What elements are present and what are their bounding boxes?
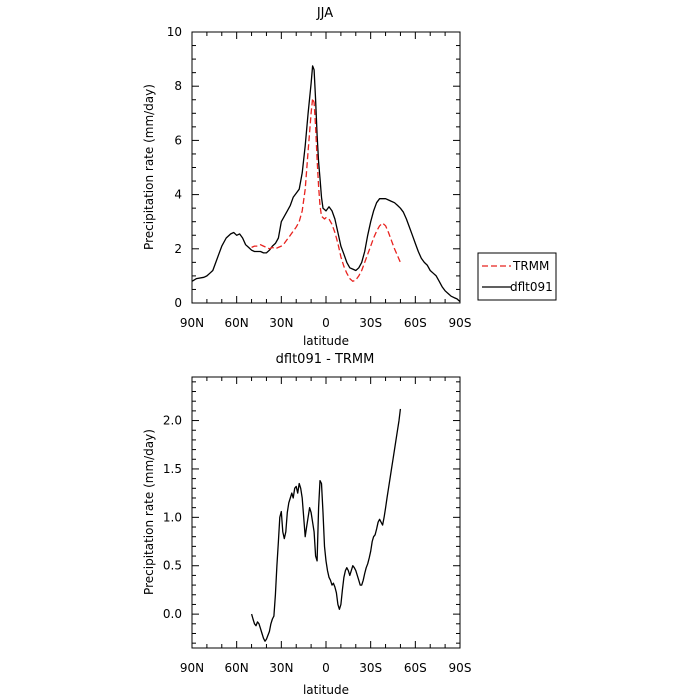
y-tick-label: 0.5 [163,559,182,573]
y-tick-label: 8 [174,79,182,93]
bottom-chart-frame [191,376,461,649]
bottom-chart-title: dflt091 - TRMM [276,352,375,367]
top-chart-x-axis-label: latitude [303,334,349,348]
y-tick-label: 2.0 [163,414,182,428]
top-chart-y-ticks: 0 2 4 6 8 10 [167,25,460,310]
x-tick-label: 60N [225,661,249,675]
y-tick-label: 0.0 [163,607,182,621]
y-tick-label: 10 [167,25,182,39]
top-chart-y-axis-label: Precipitation rate (mm/day) [142,84,156,250]
bottom-chart-series [250,408,402,642]
bottom-chart-x-axis-label: latitude [303,683,349,697]
legend: TRMM dflt091 [477,252,557,301]
x-tick-label: 60N [225,316,249,330]
x-tick-label: 30N [269,661,293,675]
x-tick-label: 90N [180,661,204,675]
legend-box [477,252,557,301]
x-tick-label: 30N [269,316,293,330]
y-tick-label: 0 [174,296,182,310]
top-chart-title: JJA [316,6,333,21]
x-tick-label: 90N [180,316,204,330]
x-tick-label: 0 [322,661,330,675]
y-tick-label: 6 [174,133,182,147]
legend-trmm-label: TRMM [512,259,549,273]
x-tick-label: 60S [404,316,427,330]
dflt091-series-line [191,65,461,303]
bottom-chart-x-ticks: 90N 60N 30N 0 30S 60S 90S [180,377,472,675]
x-tick-label: 0 [322,316,330,330]
x-tick-label: 60S [404,661,427,675]
top-chart-frame [191,31,461,304]
x-tick-label: 90S [449,661,472,675]
x-tick-label: 30S [359,661,382,675]
bottom-chart-y-axis-label: Precipitation rate (mm/day) [142,429,156,595]
legend-dflt091-label: dflt091 [510,280,553,294]
bottom-chart-y-ticks: 0.0 0.5 1.0 1.5 2.0 [163,381,460,644]
top-chart-series [191,65,461,303]
y-tick-label: 2 [174,242,182,256]
trmm-series-line [251,97,401,282]
y-tick-label: 1.0 [163,510,182,524]
y-tick-label: 4 [174,188,182,202]
difference-series-line [250,408,402,642]
x-tick-label: 90S [449,316,472,330]
y-tick-label: 1.5 [163,462,182,476]
top-chart: JJA 90N 60N 30N 0 30S 60S 90S 0 2 4 6 8 10 latitude… [142,6,557,348]
bottom-chart: dflt091 - TRMM 90N 60N 30N 0 30S 60S 90S 0.00.… [142,352,471,697]
top-chart-x-ticks: 90N 60N 30N 0 30S 60S 90S [180,32,472,330]
x-tick-label: 30S [359,316,382,330]
